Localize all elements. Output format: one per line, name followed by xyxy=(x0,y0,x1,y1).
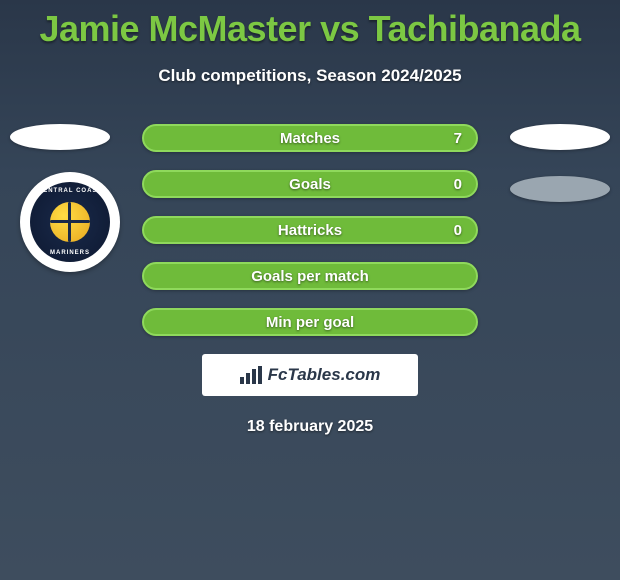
stats-content: CENTRAL COAST MARINERS Matches 7 Goals 0… xyxy=(0,124,620,436)
stat-pill-goals-per-match: Goals per match xyxy=(142,262,478,290)
comparison-title: Jamie McMaster vs Tachibanada xyxy=(0,0,620,50)
club-badge-text-bottom: MARINERS xyxy=(50,250,90,256)
stat-pill-hattricks: Hattricks 0 xyxy=(142,216,478,244)
stat-value-right: 0 xyxy=(454,222,462,239)
stat-value-right: 0 xyxy=(454,176,462,193)
stat-value-right: 7 xyxy=(454,130,462,147)
stat-label: Hattricks xyxy=(144,222,476,239)
stat-row: Min per goal xyxy=(0,308,620,336)
stat-row: Goals per match xyxy=(0,262,620,290)
branding-bars-icon xyxy=(240,366,262,384)
stat-label: Min per goal xyxy=(144,314,476,331)
branding-text: FcTables.com xyxy=(268,365,381,385)
stat-pill-matches: Matches 7 xyxy=(142,124,478,152)
branding-box: FcTables.com xyxy=(202,354,418,396)
stat-pill-goals: Goals 0 xyxy=(142,170,478,198)
stat-row: Hattricks 0 xyxy=(0,216,620,244)
stat-row: Matches 7 xyxy=(0,124,620,152)
date-text: 18 february 2025 xyxy=(0,418,620,436)
stat-label: Goals per match xyxy=(144,268,476,285)
stat-pill-min-per-goal: Min per goal xyxy=(142,308,478,336)
stat-label: Goals xyxy=(144,176,476,193)
season-subtitle: Club competitions, Season 2024/2025 xyxy=(0,66,620,86)
stat-row: Goals 0 xyxy=(0,170,620,198)
stat-label: Matches xyxy=(144,130,476,147)
